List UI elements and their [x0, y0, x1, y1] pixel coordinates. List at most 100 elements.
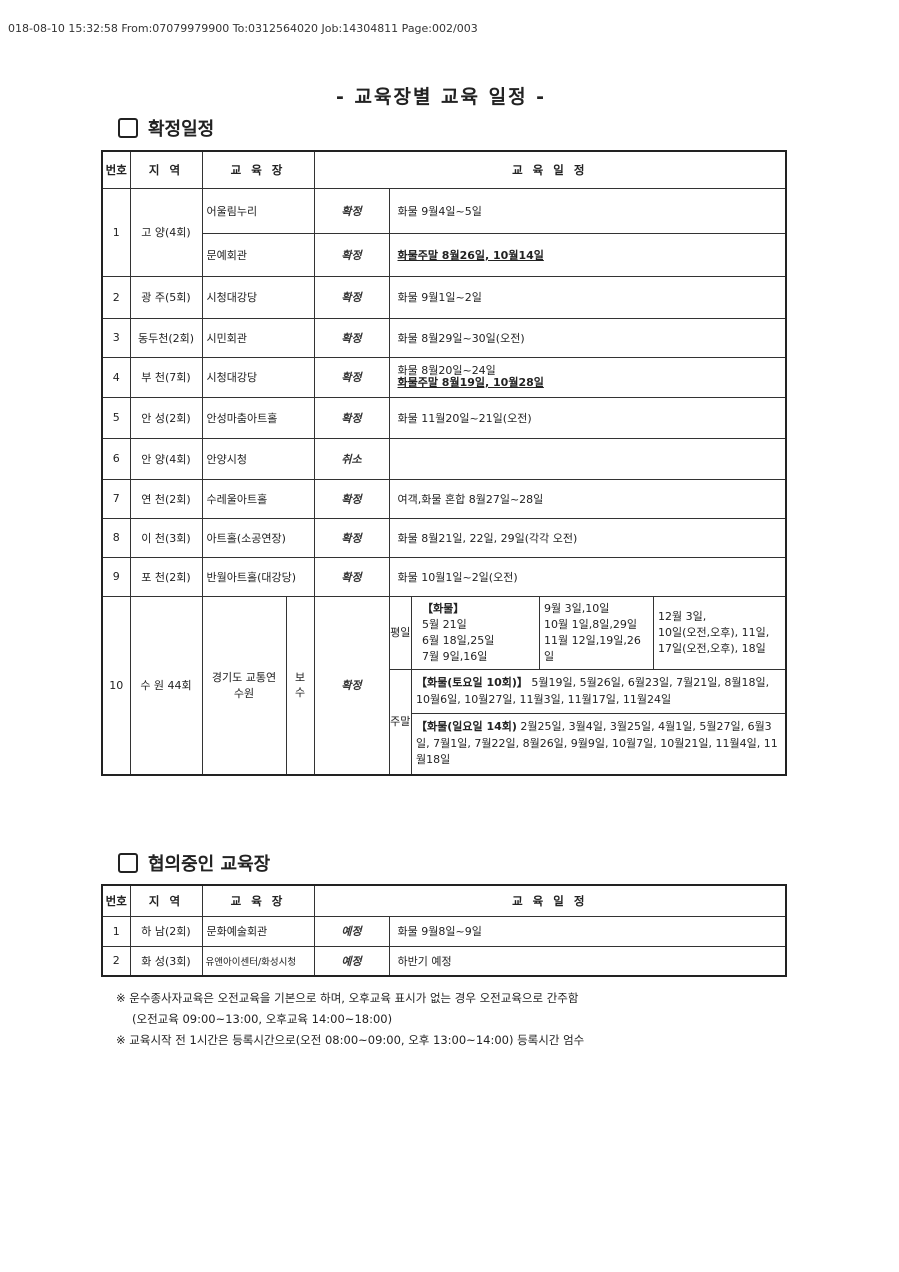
section-title: 확정일정 — [148, 119, 215, 140]
date-line: 10월 1일,8일,29일 — [544, 617, 637, 631]
table-row: 2 화 성(3회) 유앤아이센터/화성시청 예정 하반기 예정 — [101, 945, 787, 977]
date-line: 9월 3일,10일 — [544, 601, 610, 615]
row-region: 동두천(2회) — [129, 317, 203, 358]
row-no: 7 — [101, 478, 131, 519]
note-line: ※ 교육시작 전 1시간은 등록시간으로(오전 08:00~09:00, 오후 … — [116, 1033, 585, 1047]
row-venue: 경기도 교통연수원 — [201, 595, 287, 775]
row-venue: 어울림누리 — [201, 187, 315, 234]
row-region: 연 천(2회) — [129, 478, 203, 519]
saturday-label: 【화물(토요일 10회)】 — [416, 676, 528, 689]
row-no: 4 — [101, 356, 131, 398]
table-row: 5 안 성(2회) 안성마춤아트홀 확정 화물 11월20일~21일(오전) — [101, 396, 787, 439]
row-status: 확정 — [313, 275, 390, 319]
row-venue: 수레울아트홀 — [201, 478, 315, 519]
date-line: 12월 3일, — [658, 609, 707, 623]
row-no: 5 — [101, 396, 131, 439]
row-region: 수 원 44회 — [129, 595, 203, 775]
negotiating-table: 번호 지 역 교 육 장 교 육 일 정 1 하 남(2회) 문화예술회관 예정… — [101, 884, 787, 977]
row-venue: 문예회관 — [201, 232, 315, 277]
row-status: 확정 — [313, 187, 390, 234]
weekday-col-2: 9월 3일,10일 10월 1일,8일,29일 11월 12일,19일,26일 — [539, 596, 654, 670]
row-region: 화 성(3회) — [129, 945, 203, 977]
table-row-suwon: 10 수 원 44회 경기도 교통연수원 보수 확정 평일 【화물】 5월 21… — [101, 595, 787, 775]
section-negotiating-heading: 협의중인 교육장 — [118, 850, 270, 876]
date-line: 11월 12일,19일,26일 — [544, 633, 641, 663]
header-region: 지 역 — [129, 150, 203, 189]
weekday-col-3: 12월 3일, 10일(오전,오후), 11일, 17일(오전,오후), 18일 — [653, 596, 786, 670]
row-venue: 반월아트홀(대강당) — [201, 556, 315, 597]
saturday-dates: 5월19일, 5월26일, 6월23일, 7월21일, 8월18일, 10월6일… — [416, 676, 770, 706]
table-row: 2 광 주(5회) 시청대강당 확정 화물 9월1일~2일 — [101, 275, 787, 319]
table-row: 문예회관 확정 화물주말 8월26일, 10월14일 — [102, 232, 787, 277]
row-no: 2 — [101, 275, 131, 319]
row-venue: 시청대강당 — [201, 275, 315, 319]
sunday-dates: 2월25일, 3월4일, 3월25일, 4월1일, 5월27일, 6월3일, 7… — [416, 720, 778, 766]
date-line: 6월 18일,25일 — [422, 633, 495, 647]
row-schedule: 화물 8월29일~30일(오전) — [388, 317, 787, 358]
row-region: 안 양(4회) — [129, 437, 203, 480]
row-region: 포 천(2회) — [129, 556, 203, 597]
note-line: ※ 운수종사자교육은 오전교육을 기본으로 하며, 오후교육 표시가 없는 경우… — [116, 991, 579, 1005]
row-schedule: 화물 11월20일~21일(오전) — [388, 396, 787, 439]
row-region: 이 천(3회) — [129, 517, 203, 558]
row-schedule: 화물 9월8일~9일 — [388, 915, 787, 947]
row-status: 확정 — [313, 517, 390, 558]
row-schedule: 화물 10월1일~2일(오전) — [388, 556, 787, 597]
row-no: 1 — [101, 915, 131, 947]
row-venue: 유앤아이센터/화성시청 — [201, 945, 315, 977]
sunday-schedule: 【화물(일요일 14회) 2월25일, 3월4일, 3월25일, 4월1일, 5… — [411, 713, 786, 774]
weekday-col-1: 【화물】 5월 21일 6월 18일,25일 7월 9일,16일 — [411, 596, 540, 670]
row-schedule: 화물주말 8월26일, 10월14일 — [397, 248, 544, 262]
row-schedule: 화물 8월21일, 22일, 29일(각각 오전) — [388, 517, 787, 558]
table-row: 1 하 남(2회) 문화예술회관 예정 화물 9월8일~9일 — [101, 915, 787, 947]
row-schedule: 화물 8월20일~24일 — [397, 363, 496, 377]
header-schedule: 교 육 일 정 — [313, 150, 787, 189]
row-venue: 안성마춤아트홀 — [201, 396, 315, 439]
table-header: 번호 지 역 교 육 장 교 육 일 정 — [101, 150, 787, 189]
row-status: 예정 — [313, 945, 390, 977]
date-line: 10일(오전,오후), 11일, — [658, 625, 770, 639]
fax-header: 018-08-10 15:32:58 From:07079979900 To:0… — [8, 22, 478, 35]
row-status: 확정 — [313, 595, 390, 775]
header-region: 지 역 — [129, 884, 203, 917]
row-status: 취소 — [313, 437, 390, 480]
row-status: 확정 — [313, 232, 390, 277]
table-row: 4 부 천(7회) 시청대강당 확정 화물 8월20일~24일 화물주말 8월1… — [101, 356, 787, 398]
header-venue: 교 육 장 — [201, 884, 315, 917]
row-schedule — [388, 437, 787, 480]
cargo-label: 【화물】 — [422, 601, 465, 615]
table-row: 3 동두천(2회) 시민회관 확정 화물 8월29일~30일(오전) — [101, 317, 787, 358]
row-region: 안 성(2회) — [129, 396, 203, 439]
table-row: 8 이 천(3회) 아트홀(소공연장) 확정 화물 8월21일, 22일, 29… — [101, 517, 787, 558]
table-row: 6 안 양(4회) 안양시청 취소 — [101, 437, 787, 480]
note-line: (오전교육 09:00~13:00, 오후교육 14:00~18:00) — [132, 1012, 393, 1026]
table-row: 7 연 천(2회) 수레울아트홀 확정 여객,화물 혼합 8월27일~28일 — [101, 478, 787, 519]
row-status: 확정 — [313, 356, 390, 398]
row-venue: 아트홀(소공연장) — [201, 517, 315, 558]
header-no: 번호 — [101, 884, 131, 917]
row-venue: 안양시청 — [201, 437, 315, 480]
row-venue: 시민회관 — [201, 317, 315, 358]
row-no: 6 — [101, 437, 131, 480]
checkbox-icon — [118, 118, 138, 138]
date-line: 5월 21일 — [422, 617, 467, 631]
checkbox-icon — [118, 853, 138, 873]
date-line: 7월 9일,16일 — [422, 649, 488, 663]
table-row: 1 고 양(4회) 어울림누리 확정 화물 9월4일~5일 — [101, 187, 787, 277]
row-no: 1 — [101, 187, 131, 277]
header-schedule: 교 육 일 정 — [313, 884, 787, 917]
row-status: 예정 — [313, 915, 390, 947]
row-region: 부 천(7회) — [129, 356, 203, 398]
row-schedule: 화물 9월4일~5일 — [388, 187, 787, 234]
row-schedule: 여객,화물 혼합 8월27일~28일 — [388, 478, 787, 519]
row-status: 확정 — [313, 478, 390, 519]
row-status: 확정 — [313, 317, 390, 358]
row-no: 9 — [101, 556, 131, 597]
header-venue: 교 육 장 — [201, 150, 315, 189]
saturday-schedule: 【화물(토요일 10회)】 5월19일, 5월26일, 6월23일, 7월21일… — [411, 669, 786, 714]
sunday-label: 【화물(일요일 14회) — [416, 720, 517, 733]
row-status: 확정 — [313, 556, 390, 597]
row-schedule: 화물 9월1일~2일 — [388, 275, 787, 319]
weekend-label: 주말 — [389, 669, 412, 774]
